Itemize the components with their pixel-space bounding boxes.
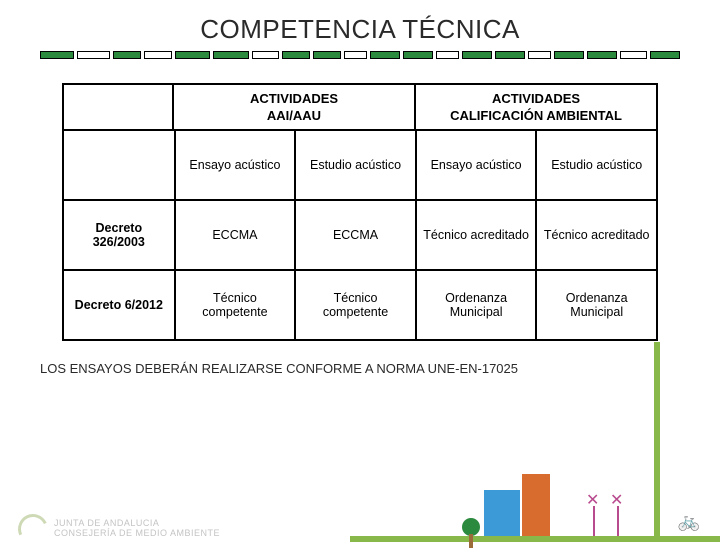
table-cell: ECCMA: [174, 201, 295, 269]
divider-block: [144, 51, 172, 59]
divider-block: [113, 51, 141, 59]
table-cell: Técnico competente: [174, 271, 295, 339]
road-horizontal-icon: [350, 536, 720, 542]
bicycle-icon: 🚲: [678, 511, 700, 532]
divider-block: [620, 51, 648, 59]
divider-block: [313, 51, 341, 59]
header-group-aai: ACTIVIDADES AAI/AAU: [172, 85, 414, 131]
row-header: Decreto 326/2003: [64, 201, 174, 269]
building-icon: [522, 474, 550, 536]
row-header-blank: [64, 131, 174, 199]
subheader-cell: Ensayo acústico: [174, 131, 295, 199]
divider-block: [462, 51, 492, 59]
table-cell: Técnico competente: [294, 271, 415, 339]
divider-block: [252, 51, 280, 59]
divider-block: [370, 51, 400, 59]
footer-illustration: 🚲: [280, 434, 720, 554]
row-header: Decreto 6/2012: [64, 271, 174, 339]
divider-ornament: [40, 51, 680, 59]
header-line: ACTIVIDADES: [420, 91, 652, 106]
header-line: AAI/AAU: [178, 108, 410, 123]
table-cell: Ordenanza Municipal: [415, 271, 536, 339]
logo-arc-icon: [14, 510, 52, 548]
logo-text: JUNTA DE ANDALUCIA CONSEJERÍA DE MEDIO A…: [54, 519, 220, 539]
windmill-icon: [588, 496, 600, 536]
table-header-groups: ACTIVIDADES AAI/AAU ACTIVIDADES CALIFICA…: [64, 85, 656, 131]
logo-line: CONSEJERÍA DE MEDIO AMBIENTE: [54, 529, 220, 539]
divider-block: [554, 51, 584, 59]
divider-block: [40, 51, 74, 59]
divider-block: [213, 51, 249, 59]
page-title: COMPETENCIA TÉCNICA: [0, 14, 720, 45]
footnote: LOS ENSAYOS DEBERÁN REALIZARSE CONFORME …: [40, 361, 720, 376]
divider-block: [587, 51, 617, 59]
header-group-calificacion: ACTIVIDADES CALIFICACIÓN AMBIENTAL: [414, 85, 656, 131]
table-row: Ensayo acústico Estudio acústico Ensayo …: [64, 131, 656, 199]
header-line: ACTIVIDADES: [178, 91, 410, 106]
divider-block: [650, 51, 680, 59]
table-cell: Técnico acreditado: [415, 201, 536, 269]
table-cell: ECCMA: [294, 201, 415, 269]
divider-block: [436, 51, 460, 59]
table-cell: Ordenanza Municipal: [535, 271, 656, 339]
divider-block: [495, 51, 525, 59]
building-icon: [484, 490, 520, 536]
header-line: CALIFICACIÓN AMBIENTAL: [420, 108, 652, 123]
divider-block: [175, 51, 211, 59]
table-row: Decreto 6/2012 Técnico competente Técnic…: [64, 269, 656, 339]
subheader-cell: Estudio acústico: [294, 131, 415, 199]
table-row: Decreto 326/2003 ECCMA ECCMA Técnico acr…: [64, 199, 656, 269]
competency-table: ACTIVIDADES AAI/AAU ACTIVIDADES CALIFICA…: [62, 83, 658, 341]
windmill-icon: [612, 496, 624, 536]
subheader-cell: Ensayo acústico: [415, 131, 536, 199]
divider-block: [403, 51, 433, 59]
divider-block: [344, 51, 368, 59]
divider-block: [282, 51, 310, 59]
divider-block: [77, 51, 111, 59]
table-cell: Técnico acreditado: [535, 201, 656, 269]
tree-icon: [462, 518, 480, 536]
subheader-cell: Estudio acústico: [535, 131, 656, 199]
table-corner: [64, 85, 172, 131]
divider-block: [528, 51, 552, 59]
